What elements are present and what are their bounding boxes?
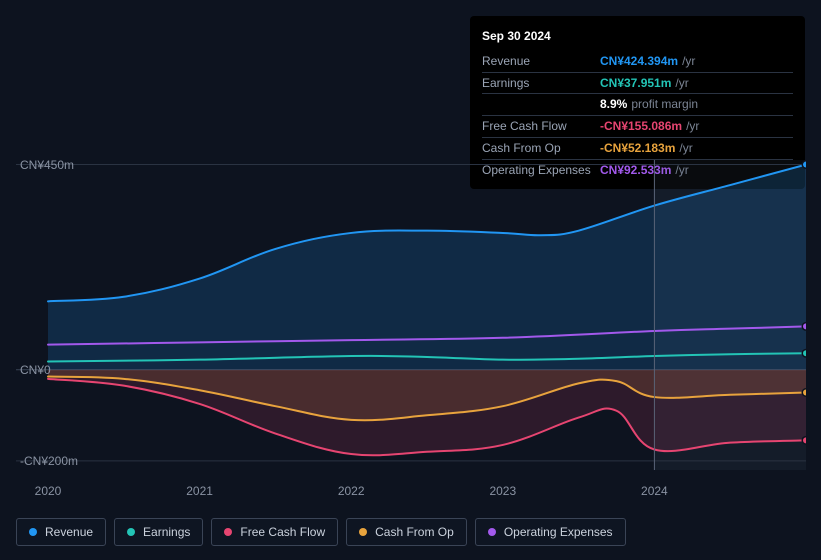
x-tick-label: 2021: [186, 484, 213, 498]
tooltip-row: Cash From Op-CN¥52.183m/yr: [482, 137, 793, 159]
tooltip-value: CN¥37.951m: [600, 76, 671, 90]
legend-label: Cash From Op: [375, 525, 454, 539]
tooltip-label: Revenue: [482, 53, 600, 70]
tooltip-row: 8.9% profit margin: [482, 93, 793, 115]
legend-item-free-cash-flow[interactable]: Free Cash Flow: [211, 518, 338, 546]
tooltip-date: Sep 30 2024: [482, 24, 793, 51]
x-axis: 2020 2021 2022 2023 2024: [16, 484, 806, 504]
legend-item-earnings[interactable]: Earnings: [114, 518, 203, 546]
tooltip-row: EarningsCN¥37.951m/yr: [482, 72, 793, 94]
y-tick-label: CN¥0: [20, 363, 51, 377]
y-tick-label: CN¥450m: [20, 158, 74, 172]
x-tick-label: 2020: [35, 484, 62, 498]
y-tick-label: -CN¥200m: [20, 454, 78, 468]
x-tick-label: 2023: [489, 484, 516, 498]
tooltip-suffix: /yr: [675, 76, 688, 90]
legend-item-operating-expenses[interactable]: Operating Expenses: [475, 518, 626, 546]
x-tick-label: 2024: [641, 484, 668, 498]
x-tick-label: 2022: [338, 484, 365, 498]
legend-dot-icon: [488, 528, 496, 536]
tooltip-value: -CN¥155.086m: [600, 119, 682, 133]
legend-dot-icon: [359, 528, 367, 536]
tooltip-value: -CN¥52.183m: [600, 141, 675, 155]
tooltip-row: Free Cash Flow-CN¥155.086m/yr: [482, 115, 793, 137]
tooltip-label: [482, 96, 600, 113]
financials-chart[interactable]: CN¥450m CN¥0 -CN¥200m: [16, 160, 806, 480]
legend-dot-icon: [224, 528, 232, 536]
legend-label: Revenue: [45, 525, 93, 539]
legend-item-cash-from-op[interactable]: Cash From Op: [346, 518, 467, 546]
tooltip-label: Free Cash Flow: [482, 118, 600, 135]
tooltip-value: 8.9%: [600, 97, 627, 111]
legend-item-revenue[interactable]: Revenue: [16, 518, 106, 546]
legend-dot-icon: [127, 528, 135, 536]
legend-label: Earnings: [143, 525, 190, 539]
tooltip-value: CN¥424.394m: [600, 54, 678, 68]
tooltip-row: RevenueCN¥424.394m/yr: [482, 51, 793, 72]
tooltip-label: Cash From Op: [482, 140, 600, 157]
legend: Revenue Earnings Free Cash Flow Cash From O…: [16, 518, 626, 546]
tooltip-suffix: /yr: [682, 54, 695, 68]
legend-dot-icon: [29, 528, 37, 536]
tooltip-suffix: /yr: [679, 141, 692, 155]
legend-label: Free Cash Flow: [240, 525, 325, 539]
tooltip-suffix: profit margin: [631, 97, 698, 111]
legend-label: Operating Expenses: [504, 525, 613, 539]
tooltip-suffix: /yr: [686, 119, 699, 133]
tooltip-label: Earnings: [482, 75, 600, 92]
